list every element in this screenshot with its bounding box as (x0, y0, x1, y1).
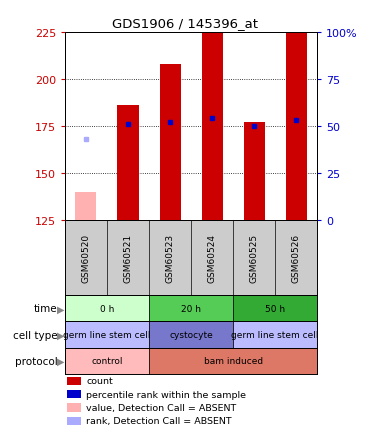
Text: ▶: ▶ (57, 330, 64, 340)
Bar (65, 296, 149, 322)
Bar (65, 348, 149, 374)
Bar (68, 390, 81, 398)
Text: ▶: ▶ (57, 356, 64, 366)
Text: time: time (34, 303, 58, 313)
Text: GSM60520: GSM60520 (82, 233, 91, 283)
Bar (65, 322, 149, 348)
Text: germ line stem cell: germ line stem cell (63, 330, 151, 339)
Bar (149, 348, 317, 374)
Text: ▶: ▶ (57, 303, 64, 313)
Text: 50 h: 50 h (265, 304, 285, 313)
Bar (233, 322, 317, 348)
Text: count: count (86, 376, 113, 385)
Text: percentile rank within the sample: percentile rank within the sample (86, 390, 246, 399)
Bar (286, 33, 307, 220)
Text: GSM60525: GSM60525 (250, 233, 259, 283)
Bar (68, 403, 81, 412)
Bar (68, 417, 81, 425)
Text: 20 h: 20 h (181, 304, 201, 313)
Text: value, Detection Call = ABSENT: value, Detection Call = ABSENT (86, 403, 237, 412)
Text: control: control (91, 357, 123, 365)
Text: GSM60524: GSM60524 (208, 233, 217, 282)
Text: GDS1906 / 145396_at: GDS1906 / 145396_at (112, 17, 259, 30)
Text: GSM60521: GSM60521 (124, 233, 132, 283)
Text: protocol: protocol (15, 356, 58, 366)
Bar (160, 65, 181, 220)
Bar (233, 296, 317, 322)
Text: bam induced: bam induced (204, 357, 263, 365)
Text: rank, Detection Call = ABSENT: rank, Detection Call = ABSENT (86, 416, 232, 425)
Text: cystocyte: cystocyte (169, 330, 213, 339)
Bar (118, 106, 138, 220)
Bar (149, 296, 233, 322)
Text: germ line stem cell: germ line stem cell (232, 330, 319, 339)
Text: 0 h: 0 h (100, 304, 114, 313)
Text: cell type: cell type (13, 330, 58, 340)
Text: GSM60526: GSM60526 (292, 233, 301, 283)
Bar (244, 123, 265, 220)
Bar (68, 377, 81, 385)
Bar (149, 322, 233, 348)
Bar (75, 192, 96, 220)
Bar (201, 33, 223, 220)
Text: GSM60523: GSM60523 (165, 233, 174, 283)
